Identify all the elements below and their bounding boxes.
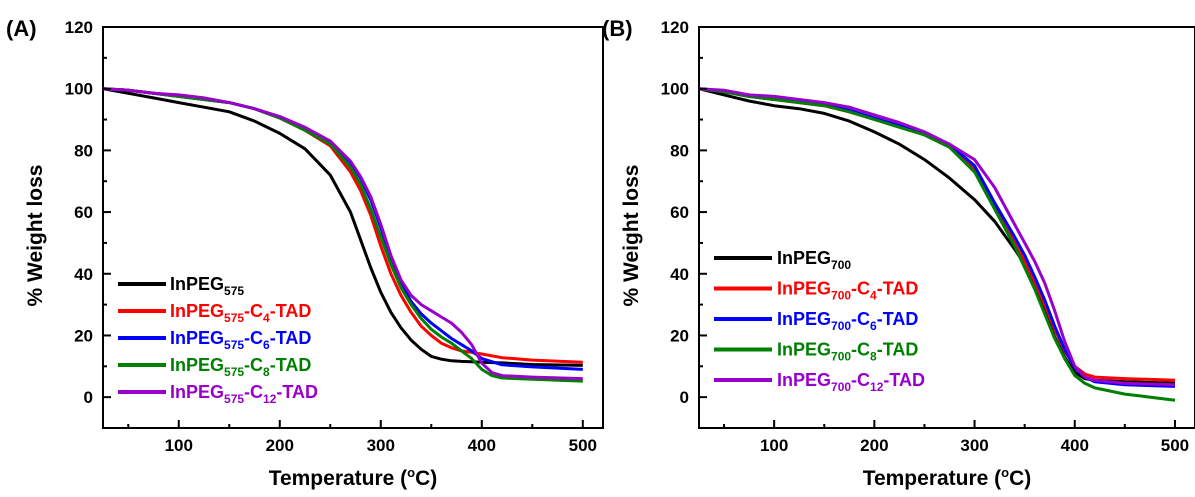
series-line-5 bbox=[103, 87, 583, 381]
series-line-1 bbox=[103, 87, 583, 367]
y-tick-label: 40 bbox=[670, 265, 689, 284]
chart-panel-a: 100 200 300 400 500 0 20 40 60 80 100 120 Temperatur… bbox=[6, 16, 604, 490]
x-tick-label: 200 bbox=[860, 436, 888, 455]
y-tick-label: 40 bbox=[74, 265, 93, 284]
y-tick-label: 100 bbox=[661, 80, 689, 99]
y-tick-label: 120 bbox=[65, 18, 93, 37]
legend-entry: InPEG575-C4-TAD bbox=[170, 301, 311, 325]
legend-entry: InPEG575-C8-TAD bbox=[170, 355, 311, 379]
plot-frame bbox=[102, 26, 604, 429]
y-tick-label: 100 bbox=[65, 80, 93, 99]
series-line-1 bbox=[699, 87, 1176, 385]
y-tick-label: 60 bbox=[74, 203, 93, 222]
x-tick-label: 200 bbox=[266, 436, 294, 455]
y-tick-label: 0 bbox=[680, 388, 689, 407]
legend-entry: InPEG575 bbox=[170, 274, 244, 298]
series-lines bbox=[103, 87, 583, 383]
series-line-2 bbox=[103, 87, 583, 364]
panel-label: (B) bbox=[602, 16, 633, 41]
legend: InPEG575 InPEG575-C4-TAD InPEG575-C6-TAD In… bbox=[118, 274, 318, 406]
legend-entry: InPEG700-C6-TAD bbox=[777, 309, 918, 333]
y-tick-label: 60 bbox=[670, 203, 689, 222]
y-axis-title: % Weight loss bbox=[620, 165, 643, 307]
legend: InPEG700 InPEG700-C4-TAD InPEG700-C6-TAD In… bbox=[714, 248, 925, 394]
x-tick-label: 500 bbox=[569, 436, 597, 455]
legend-entry: InPEG575-C12-TAD bbox=[170, 382, 318, 406]
x-axis-title: Temperature (oC) bbox=[269, 465, 438, 490]
series-line-5 bbox=[699, 87, 1176, 387]
x-tick-label: 100 bbox=[165, 436, 193, 455]
y-tick-label: 80 bbox=[74, 141, 93, 160]
y-tick-label: 20 bbox=[670, 326, 689, 345]
x-tick-label: 400 bbox=[1061, 436, 1089, 455]
series-line-2 bbox=[699, 87, 1176, 382]
legend-entry: InPEG575-C6-TAD bbox=[170, 328, 311, 352]
series-line-3 bbox=[699, 87, 1176, 388]
plot-frame bbox=[698, 26, 1195, 429]
legend-entry: InPEG700-C8-TAD bbox=[777, 340, 918, 364]
x-axis-title: Temperature (oC) bbox=[863, 465, 1032, 490]
x-tick-label: 500 bbox=[1161, 436, 1189, 455]
legend-entry: InPEG700-C12-TAD bbox=[777, 370, 925, 394]
y-tick-label: 20 bbox=[74, 326, 93, 345]
x-tick-label: 300 bbox=[960, 436, 988, 455]
series-lines bbox=[699, 87, 1176, 402]
x-tick-label: 400 bbox=[468, 436, 496, 455]
chart-panel-b: 100 200 300 400 500 0 20 40 60 80 100 120 Temperatur… bbox=[602, 16, 1195, 490]
panel-label: (A) bbox=[6, 16, 37, 41]
x-tick-label: 300 bbox=[367, 436, 395, 455]
y-tick-label: 120 bbox=[661, 18, 689, 37]
y-tick-label: 80 bbox=[670, 141, 689, 160]
x-tick-label: 100 bbox=[760, 436, 788, 455]
y-tick-label: 0 bbox=[84, 388, 93, 407]
y-axis-title: % Weight loss bbox=[24, 165, 47, 307]
legend-entry: InPEG700 bbox=[777, 248, 851, 272]
series-line-4 bbox=[699, 87, 1176, 402]
legend-entry: InPEG700-C4-TAD bbox=[777, 279, 918, 303]
